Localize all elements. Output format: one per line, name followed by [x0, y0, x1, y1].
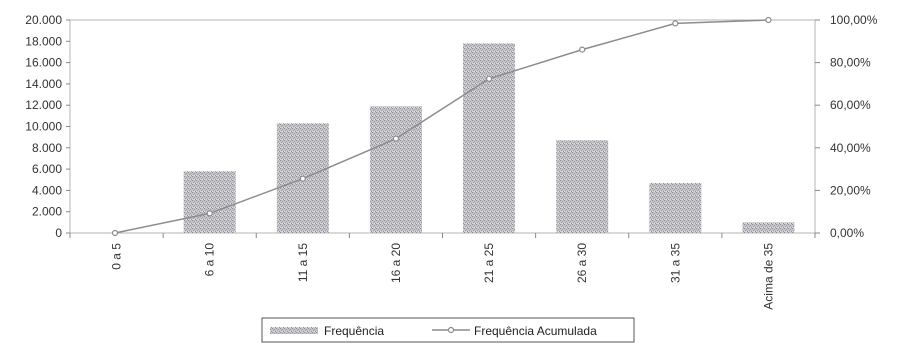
legend-label-frequencia: Frequência [324, 324, 384, 338]
bar [369, 106, 422, 233]
right-axis: 0,00% 20,00% 40,00% 60,00% 80,00% 100,00% [815, 13, 878, 240]
left-axis-tick-label: 8.000 [32, 141, 62, 155]
left-axis-tick-label: 18.000 [25, 34, 62, 48]
cumulative-point [111, 229, 119, 237]
cumulative-point [579, 46, 586, 53]
bar [463, 43, 516, 234]
cumulative-point [206, 210, 213, 217]
legend-bar-swatch [270, 327, 318, 334]
cumulative-line-series [111, 16, 772, 237]
left-axis-tick-label: 2.000 [32, 205, 62, 219]
left-axis-tick-label: 4.000 [32, 183, 62, 197]
bar [556, 140, 609, 233]
x-axis-tick-label: 26 a 30 [575, 243, 589, 283]
cumulative-point [485, 75, 493, 82]
bar [742, 222, 795, 233]
x-axis-tick-label: 31 a 35 [668, 243, 682, 283]
left-axis: 0 2.000 4.000 6.000 8.000 10.000 12.000 14.000 1… [25, 13, 70, 240]
left-axis-tick-label: 16.000 [25, 56, 62, 70]
legend-line-marker [447, 326, 455, 334]
cumulative-point [765, 16, 772, 24]
left-axis-tick-label: 14.000 [25, 77, 62, 91]
right-axis-tick-label: 40,00% [830, 141, 871, 155]
legend-label-frequencia-acumulada: Frequência Acumulada [474, 324, 597, 338]
right-axis-tick-label: 80,00% [830, 56, 871, 70]
cumulative-line [114, 19, 769, 234]
cumulative-point [392, 135, 400, 142]
left-axis-tick-label: 20.000 [25, 13, 62, 27]
right-axis-tick-label: 100,00% [830, 13, 878, 27]
x-axis: 0 a 5 6 a 10 11 a 15 16 a 20 21 a 25 26 a 30 3… [69, 233, 816, 310]
left-axis-tick-label: 6.000 [32, 162, 62, 176]
x-axis-tick-label: 21 a 25 [482, 243, 496, 283]
cumulative-point [672, 20, 679, 27]
right-axis-tick-label: 20,00% [830, 183, 871, 197]
right-axis-tick-label: 0,00% [830, 226, 864, 240]
x-axis-tick-label: 6 a 10 [203, 243, 217, 277]
legend: Frequência Frequência Acumulada [261, 317, 635, 343]
left-axis-tick-label: 10.000 [25, 120, 62, 134]
cumulative-point [299, 175, 306, 182]
x-axis-tick-label: Acima de 35 [761, 243, 775, 310]
bar-series [183, 43, 795, 234]
bar [183, 171, 236, 233]
right-axis-tick-label: 60,00% [830, 98, 871, 112]
x-axis-tick-label: 0 a 5 [110, 243, 124, 270]
plot-frame [69, 19, 816, 234]
left-axis-tick-label: 12.000 [25, 98, 62, 112]
left-axis-tick-label: 0 [55, 226, 62, 240]
bar [649, 182, 702, 233]
x-axis-tick-label: 16 a 20 [389, 243, 403, 283]
x-axis-tick-label: 11 a 15 [296, 243, 310, 282]
